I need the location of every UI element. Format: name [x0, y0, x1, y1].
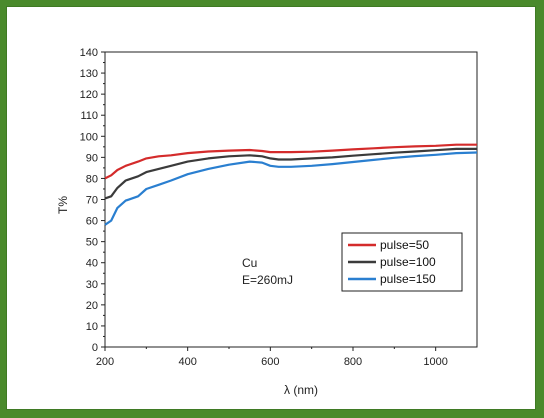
legend-label: pulse=150: [380, 272, 436, 286]
y-tick-label: 60: [86, 216, 98, 228]
y-tick-label: 80: [86, 173, 98, 185]
series-line-pulse=50: [104, 143, 477, 180]
y-tick-label: 40: [86, 258, 98, 270]
y-tick-label: 110: [80, 110, 98, 122]
y-tick-label: 70: [86, 195, 98, 207]
legend-label: pulse=100: [380, 255, 436, 269]
legend-label: pulse=50: [380, 238, 429, 252]
y-tick-label: 130: [80, 68, 98, 80]
series-layer: [104, 143, 478, 226]
y-tick-label: 100: [80, 131, 98, 143]
series-line-pulse=150: [104, 151, 478, 226]
x-tick-label: 1000: [423, 356, 447, 368]
y-tick-label: 0: [92, 342, 98, 354]
x-tick-label: 600: [261, 356, 279, 368]
x-tick-label: 800: [344, 356, 362, 368]
line-chart: 0 10 20 30 40 50 60 70 80 90 100 110 120 130 140 200 400…: [56, 47, 478, 397]
series-line-pulse=100: [104, 147, 477, 200]
y-axis-title: T%: [56, 196, 70, 214]
y-tick-label: 50: [86, 237, 98, 249]
y-tick-label: 10: [86, 321, 98, 333]
plot-frame: [104, 51, 478, 348]
y-tick-label: 20: [86, 300, 98, 312]
annotation-energy: E=260mJ: [242, 273, 293, 287]
x-tick-label: 400: [178, 356, 196, 368]
x-axis-title: λ (nm): [284, 383, 318, 397]
legend: pulse=50 pulse=100 pulse=150: [341, 232, 463, 292]
y-tick-label: 30: [86, 279, 98, 291]
axes: 0 10 20 30 40 50 60 70 80 90 100 110 120 130 140 200 400…: [80, 47, 478, 368]
y-tick-label: 120: [80, 89, 98, 101]
x-tick-label: 200: [96, 356, 114, 368]
chart-frame: 0 10 20 30 40 50 60 70 80 90 100 110 120 130 140 200 400…: [6, 6, 536, 410]
y-tick-label: 140: [80, 47, 98, 59]
annotation-material: Cu: [242, 256, 257, 270]
y-tick-label: 90: [86, 152, 98, 164]
